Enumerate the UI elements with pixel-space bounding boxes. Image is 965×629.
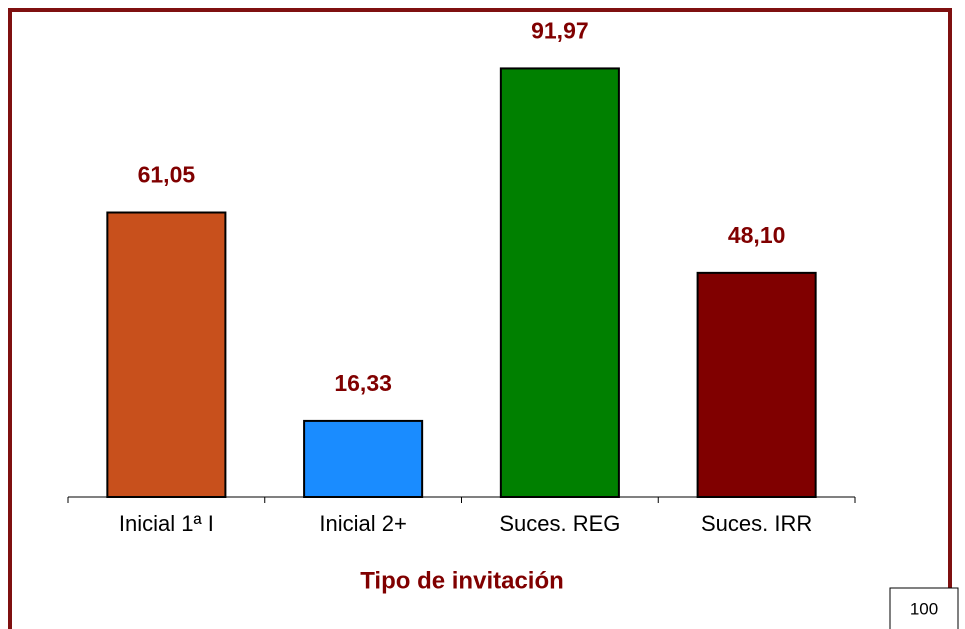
- page-number: 100: [910, 599, 938, 618]
- x-tick-label: Suces. REG: [499, 511, 620, 536]
- x-tick-label: Suces. IRR: [701, 511, 812, 536]
- frame: [8, 8, 952, 629]
- bar: [303, 419, 424, 498]
- page-number-box: [889, 587, 959, 629]
- bar: [499, 67, 620, 498]
- value-label: 48,10: [728, 222, 786, 248]
- x-axis-label: Tipo de invitación: [360, 567, 564, 594]
- bar: [696, 271, 817, 498]
- value-label: 61,05: [138, 162, 196, 188]
- bar: [106, 211, 227, 499]
- x-tick-label: Inicial 1ª I: [119, 511, 214, 536]
- x-tick-label: Inicial 2+: [319, 511, 406, 536]
- value-label: 91,97: [531, 17, 589, 43]
- value-label: 16,33: [334, 370, 392, 396]
